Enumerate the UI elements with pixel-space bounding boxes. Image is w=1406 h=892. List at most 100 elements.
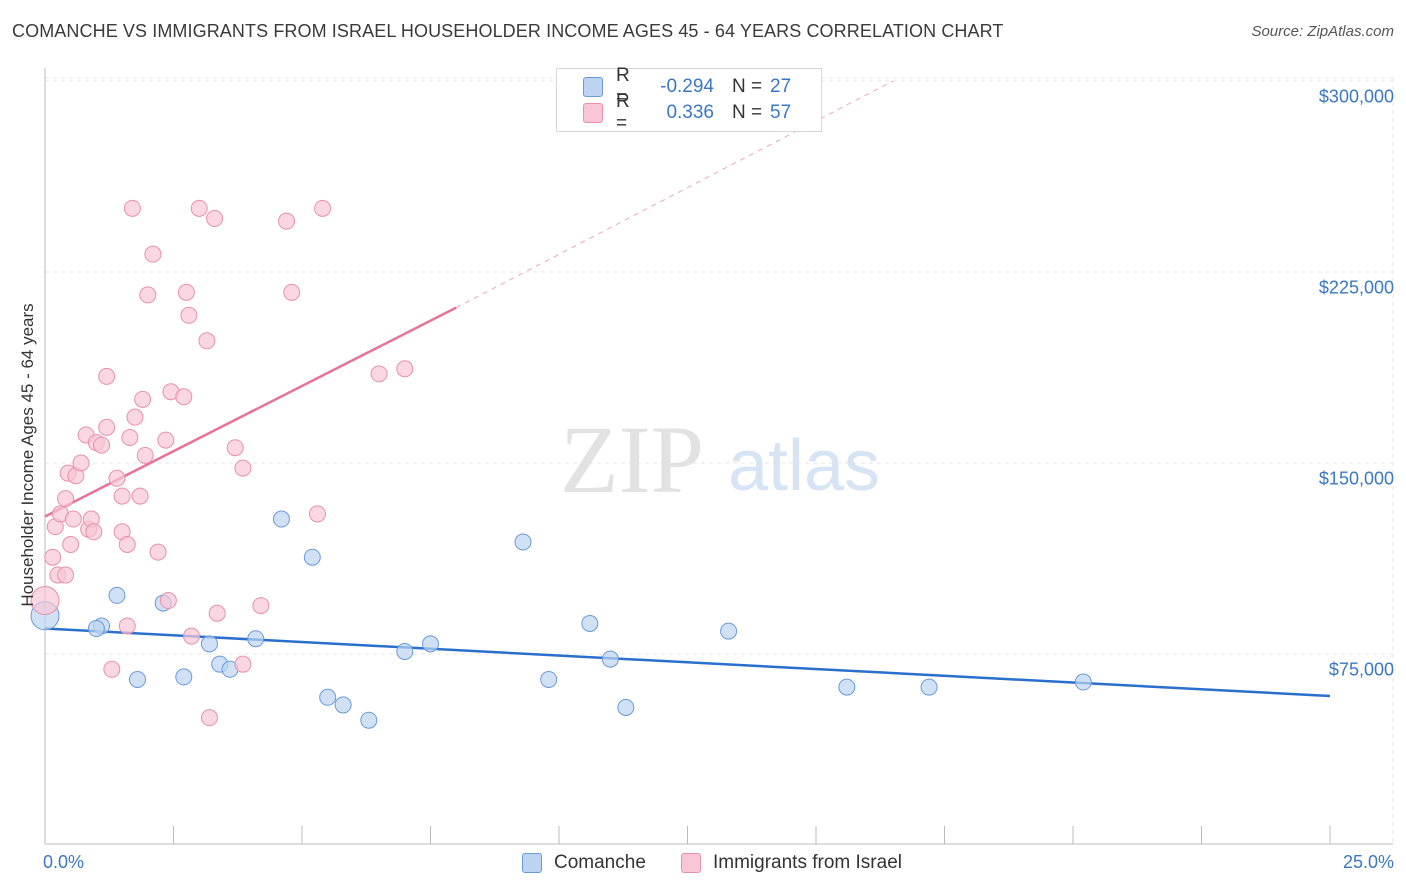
- data-point-comanche: [1074, 673, 1092, 691]
- data-point-israel: [234, 459, 252, 477]
- legend-n-label: N =: [732, 76, 763, 97]
- data-point-israel: [157, 431, 175, 449]
- data-point-comanche: [303, 548, 321, 566]
- data-point-comanche: [920, 678, 938, 696]
- y-tick-label-225000: $225,000: [1318, 277, 1394, 298]
- x-tick-label-max: 25.0%: [1342, 852, 1394, 872]
- data-point-israel: [44, 548, 62, 566]
- data-point-israel: [139, 286, 157, 304]
- data-point-comanche: [247, 630, 265, 648]
- data-point-israel: [126, 408, 144, 426]
- data-point-israel: [252, 597, 270, 615]
- legend-swatch-blue: [583, 77, 603, 97]
- data-point-comanche: [422, 635, 439, 653]
- legend-r-value: 0.336: [666, 102, 714, 123]
- series-legend: Comanche Immigrants from Israel: [0, 852, 1406, 876]
- chart-title: COMANCHE VS IMMIGRANTS FROM ISRAEL HOUSE…: [12, 21, 1004, 41]
- data-point-comanche: [617, 698, 635, 716]
- data-points: [30, 199, 1092, 729]
- data-point-israel: [30, 586, 60, 616]
- data-point-comanche: [838, 678, 856, 696]
- data-point-comanche: [108, 586, 126, 604]
- data-point-comanche: [87, 620, 105, 638]
- data-point-comanche: [720, 622, 738, 640]
- legend-label-israel: Immigrants from Israel: [713, 852, 902, 873]
- trend-lines: [44, 80, 1331, 698]
- data-point-comanche: [396, 642, 414, 660]
- legend-n-value: 27: [770, 76, 792, 97]
- data-point-comanche: [200, 635, 218, 653]
- source-label: Source: ZipAtlas.com: [1251, 23, 1394, 40]
- legend-n-value: 57: [770, 102, 792, 123]
- data-point-israel: [206, 210, 224, 228]
- axes: [44, 68, 1393, 845]
- x-tick-label-min: 0.0%: [43, 852, 85, 872]
- legend-n-label: N =: [732, 102, 763, 123]
- legend-item-israel[interactable]: Immigrants from Israel: [681, 852, 902, 874]
- data-point-israel: [226, 439, 244, 457]
- data-point-israel: [396, 360, 414, 378]
- watermark-zip: ZIP: [560, 406, 704, 513]
- data-point-israel: [134, 390, 152, 408]
- y-tick-label-150000: $150,000: [1318, 468, 1394, 489]
- data-point-israel: [85, 523, 103, 541]
- data-point-comanche: [334, 696, 352, 714]
- data-point-comanche: [514, 533, 532, 551]
- data-point-israel: [149, 543, 167, 561]
- y-tick-label-300000: $300,000: [1318, 86, 1394, 107]
- data-point-comanche: [319, 688, 337, 706]
- data-point-israel: [113, 487, 131, 505]
- data-point-comanche: [175, 668, 193, 686]
- data-point-israel: [93, 436, 111, 454]
- legend-r-label: R =: [616, 91, 630, 134]
- data-point-israel: [283, 283, 301, 301]
- data-point-israel: [190, 199, 208, 217]
- data-point-comanche: [360, 711, 378, 729]
- data-point-comanche: [540, 670, 558, 688]
- data-point-comanche: [601, 650, 619, 668]
- data-point-israel: [98, 367, 116, 385]
- data-point-israel: [57, 566, 75, 584]
- legend-swatch-pink: [681, 853, 701, 873]
- data-point-israel: [234, 655, 252, 673]
- data-point-israel: [62, 535, 80, 553]
- data-point-comanche: [581, 614, 599, 632]
- legend-swatch-pink: [583, 103, 603, 123]
- data-point-israel: [121, 429, 139, 447]
- y-tick-label-75000: $75,000: [1328, 659, 1394, 680]
- data-point-israel: [98, 418, 116, 436]
- legend-row-israel: R = 0.336 N = 57: [583, 91, 792, 134]
- data-point-israel: [72, 454, 90, 472]
- data-point-comanche: [129, 670, 147, 688]
- data-point-israel: [278, 212, 296, 230]
- data-point-israel: [118, 535, 136, 553]
- y-axis-label: Householder Income Ages 45 - 64 years: [18, 303, 37, 607]
- data-point-comanche: [272, 510, 290, 528]
- trend-line-israel: [44, 306, 457, 518]
- data-point-israel: [64, 510, 82, 528]
- legend-r-value: -0.294: [660, 76, 714, 97]
- data-point-israel: [200, 709, 218, 727]
- data-point-israel: [198, 332, 216, 350]
- data-point-israel: [108, 469, 126, 487]
- data-point-israel: [177, 283, 195, 301]
- data-point-israel: [308, 505, 326, 523]
- data-point-israel: [180, 306, 198, 324]
- data-point-israel: [123, 199, 141, 217]
- legend-item-comanche[interactable]: Comanche: [522, 852, 646, 874]
- data-point-israel: [182, 627, 200, 645]
- data-point-israel: [175, 388, 193, 406]
- data-point-israel: [370, 365, 388, 383]
- legend-row-comanche: R = -0.294 N = 27: [583, 65, 792, 108]
- watermark-atlas: atlas: [728, 426, 880, 506]
- data-point-israel: [314, 199, 332, 217]
- data-point-israel: [103, 660, 121, 678]
- legend-swatch-blue: [522, 853, 542, 873]
- data-point-israel: [118, 617, 136, 635]
- legend-label-comanche: Comanche: [554, 852, 646, 873]
- data-point-israel: [131, 487, 149, 505]
- data-point-israel: [208, 604, 226, 622]
- data-point-israel: [159, 592, 177, 610]
- legend-r-label: R =: [616, 65, 630, 108]
